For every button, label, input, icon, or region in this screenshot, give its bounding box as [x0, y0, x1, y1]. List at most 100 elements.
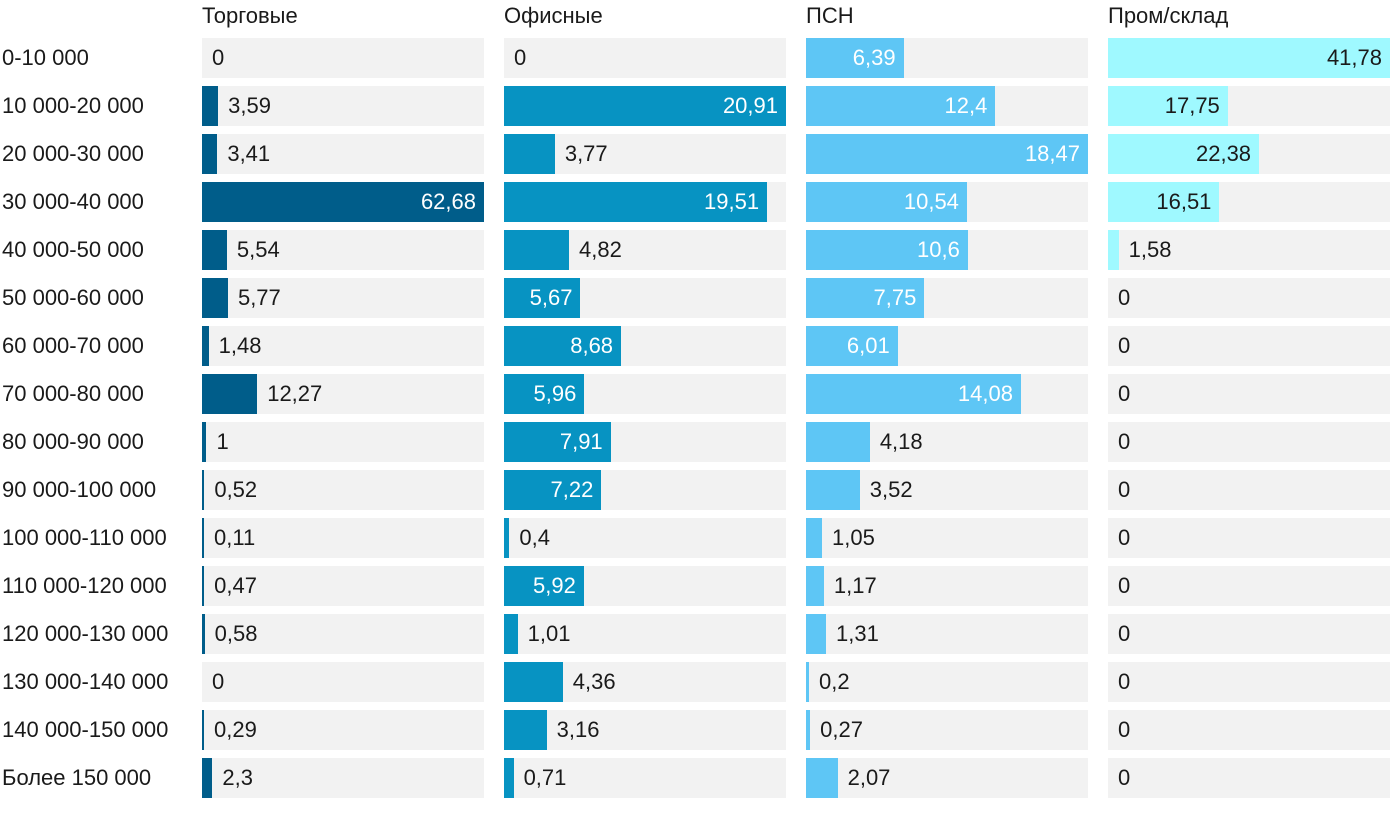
category-label: 110 000-120 000: [2, 573, 167, 598]
bar: [806, 614, 826, 654]
category-label: 90 000-100 000: [2, 477, 157, 502]
data-label: 5,67: [529, 285, 573, 310]
bar: [504, 374, 585, 414]
bar: [504, 710, 547, 750]
bar: [504, 182, 768, 222]
data-label: 22,38: [1195, 141, 1252, 166]
data-label: 0: [1118, 621, 1131, 646]
data-label: 20,91: [722, 93, 778, 118]
bar-track: [1108, 470, 1390, 510]
bar-track: [1108, 230, 1390, 270]
bar: [806, 422, 870, 462]
data-label: 10,54: [903, 189, 959, 214]
bar: [806, 470, 860, 510]
data-label: 8,68: [570, 333, 614, 358]
bar-track: [504, 38, 786, 78]
bar-track: [202, 758, 484, 798]
data-label: 19,51: [704, 189, 760, 214]
bar-track: [1108, 374, 1390, 414]
bar: [806, 566, 824, 606]
series-title: Офисные: [504, 3, 603, 28]
bar-track: [806, 518, 1088, 558]
data-label: 12,27: [267, 381, 323, 406]
data-label: 7,75: [873, 285, 917, 310]
bar: [806, 278, 925, 318]
category-label: 60 000-70 000: [2, 333, 144, 358]
data-label: 7,91: [559, 429, 603, 454]
bar-track: [504, 614, 786, 654]
bar: [504, 278, 581, 318]
data-label: 0: [1118, 525, 1131, 550]
bar-track: [202, 326, 484, 366]
bar: [202, 518, 204, 558]
bar-track: [1108, 614, 1390, 654]
bar-track: [504, 710, 786, 750]
category-label: 80 000-90 000: [2, 429, 144, 454]
data-label: 17,75: [1164, 93, 1220, 118]
data-label: 4,18: [879, 429, 923, 454]
bar: [202, 422, 207, 462]
bar-track: [806, 662, 1088, 702]
bar: [806, 230, 968, 270]
bar-track: [1108, 518, 1390, 558]
bar: [504, 566, 584, 606]
data-label: 0: [1118, 477, 1131, 502]
bar: [504, 134, 555, 174]
data-label: 1,05: [832, 525, 875, 550]
data-label: 0: [514, 45, 527, 70]
category-label: 0-10 000: [2, 45, 89, 70]
data-label: 0: [1118, 285, 1131, 310]
category-label: 130 000-140 000: [2, 669, 169, 694]
bar-track: [202, 86, 484, 126]
data-label: 2,07: [847, 765, 891, 790]
data-label: 18,47: [1024, 141, 1080, 166]
data-label: 14,08: [957, 381, 1013, 406]
category-label: 30 000-40 000: [2, 189, 144, 214]
data-label: 0: [212, 45, 225, 70]
bar-track: [202, 662, 484, 702]
bar-track: [202, 566, 484, 606]
data-label: 4,36: [572, 669, 616, 694]
data-label: 1,17: [833, 573, 877, 598]
data-label: 0,2: [819, 669, 850, 694]
bar: [1108, 86, 1228, 126]
data-label: 4,82: [579, 237, 622, 262]
data-label: 0: [1118, 669, 1131, 694]
bar: [1108, 134, 1260, 174]
bar: [504, 422, 611, 462]
category-label: 120 000-130 000: [2, 621, 169, 646]
series-title: ПСН: [806, 3, 854, 28]
series-title: Торговые: [202, 3, 298, 28]
bar-track: [202, 614, 484, 654]
data-label: 0,27: [820, 717, 863, 742]
category-label: 100 000-110 000: [2, 525, 167, 550]
data-label: 12,4: [944, 93, 988, 118]
bar-track: [1108, 278, 1390, 318]
bar-track: [806, 710, 1088, 750]
bar-track: [1108, 758, 1390, 798]
bar: [202, 470, 205, 510]
bar-track: [202, 278, 484, 318]
bar: [1108, 182, 1220, 222]
bar: [806, 518, 823, 558]
category-label: 10 000-20 000: [2, 93, 144, 118]
data-label: 1,31: [836, 621, 879, 646]
bar-track: [202, 230, 484, 270]
bar: [202, 230, 227, 270]
bar-track: [1108, 422, 1390, 462]
series-title: Пром/склад: [1108, 3, 1229, 28]
data-label: 62,68: [420, 189, 476, 214]
bar-track: [202, 710, 484, 750]
data-label: 1,58: [1128, 237, 1172, 262]
bar: [806, 86, 996, 126]
data-label: 3,77: [564, 141, 608, 166]
bar: [504, 470, 602, 510]
bar-track: [806, 614, 1088, 654]
data-label: 0,47: [214, 573, 257, 598]
bar: [202, 182, 484, 222]
bar: [504, 86, 786, 126]
bar-track: [202, 134, 484, 174]
bar: [504, 518, 510, 558]
data-label: 0: [1118, 573, 1131, 598]
